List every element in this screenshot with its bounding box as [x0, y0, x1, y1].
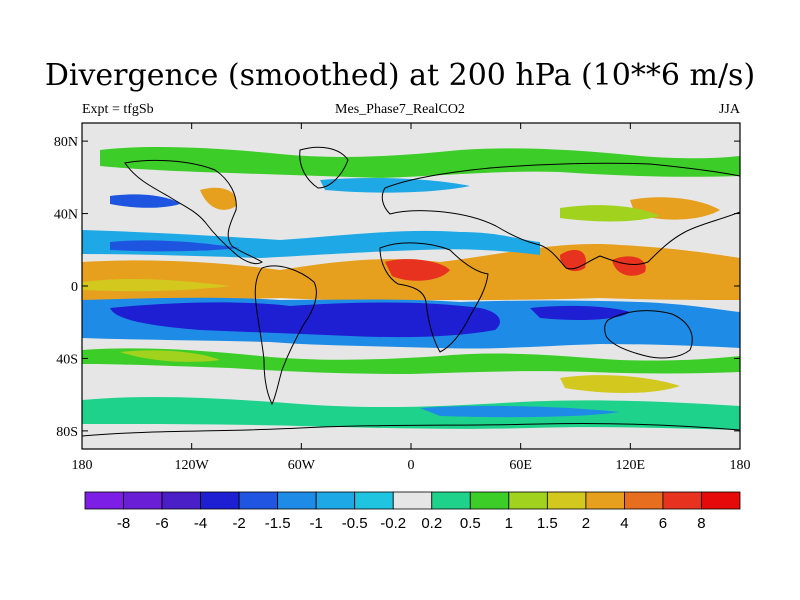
field-nh-cyan-band [82, 230, 540, 258]
colorbar-swatch [662, 491, 702, 510]
colorbar-swatch [624, 491, 664, 510]
colorbar-label: -0.5 [342, 515, 368, 532]
lat-tick-label: 0 [71, 280, 78, 295]
lat-tick-label: 80N [54, 135, 78, 150]
lon-tick-label: 120E [616, 458, 646, 473]
coastline-australia [604, 310, 693, 359]
colorbar-label: 0.2 [421, 515, 442, 532]
coastline-north-america [124, 159, 263, 265]
colorbar-label: -6 [155, 515, 168, 532]
field-sh-deep-blue [110, 302, 500, 338]
field-sh-yellow-spot [120, 350, 220, 362]
colorbar-label: 8 [697, 515, 705, 532]
colorbar-swatch [508, 491, 548, 510]
season-label: JJA [718, 102, 740, 117]
colorbar-swatch [701, 491, 741, 510]
colorbar-label: -1.5 [265, 515, 291, 532]
field-sh-green-band [82, 348, 740, 374]
colorbar-label: -1 [310, 515, 323, 532]
field-antarctic-yellow [560, 375, 680, 393]
colorbar-swatch [354, 491, 394, 510]
colorbar-swatch [84, 491, 124, 510]
colorbar-swatch [392, 491, 433, 510]
field-antarctic-mix [82, 397, 740, 430]
coastlines [82, 146, 740, 437]
run-name-label: Mes_Phase7_RealCO2 [335, 102, 465, 117]
coastline-antarctica [82, 422, 740, 437]
colorbar-swatch [123, 491, 163, 510]
colorbar-swatch [431, 491, 471, 510]
colorbar-label: -0.2 [380, 515, 406, 532]
plot-title: Divergence (smoothed) at 200 hPa (10**6 … [44, 58, 756, 93]
colorbar-label: 6 [659, 515, 667, 532]
lon-tick-label: 60W [288, 458, 316, 473]
field-arctic-green [100, 147, 740, 178]
experiment-label: Expt = tfgSb [82, 102, 154, 117]
colorbar-label: 0.5 [460, 515, 481, 532]
lon-tick-label: 180 [730, 458, 751, 473]
field-nh-blue-west [110, 194, 180, 208]
colorbar-swatch [546, 491, 587, 510]
colorbar-swatch [585, 491, 625, 510]
colorbar-swatch [315, 491, 356, 510]
colorbar-label: 1.5 [537, 515, 558, 532]
colorbar-label: 2 [582, 515, 590, 532]
coastline-africa [379, 242, 489, 353]
colorbar-label: -8 [117, 515, 130, 532]
field-antarctic-blue [420, 405, 620, 418]
field-nh-yellow-east [560, 205, 660, 222]
field-eq-red-africa [385, 259, 450, 281]
colorbar-label: -2 [232, 515, 245, 532]
map-panel [81, 122, 741, 450]
colorbar-swatch [238, 491, 279, 510]
coastline-greenland [299, 146, 349, 189]
lat-tick-label: 40S [56, 352, 78, 367]
field-eq-red-indonesia [612, 256, 646, 276]
longitude-axis: 180 120W 60W 0 60E 120E 180 [72, 123, 751, 473]
lat-tick-label: 80S [56, 425, 78, 440]
latitude-axis: 80N 40N 0 40S 80S [54, 135, 740, 440]
lon-tick-label: 120W [175, 458, 210, 473]
field-eq-yellow-pacific [82, 279, 230, 292]
field-sh-deep-blue-east [530, 305, 630, 320]
coastline-south-america [254, 265, 317, 406]
field-nh-orange-atlantic [200, 187, 237, 210]
colorbar-label: 1 [505, 515, 513, 532]
colorbar-swatch [469, 491, 510, 510]
colorbar-swatch [277, 491, 317, 510]
divergence-field [82, 147, 740, 430]
lat-tick-label: 40N [54, 208, 78, 223]
lon-tick-label: 180 [72, 458, 93, 473]
field-nh-blue-streak [110, 240, 240, 252]
field-arctic-cyan [320, 178, 470, 193]
coastline-eurasia [381, 162, 740, 270]
colorbar: -8 -6 -4 -2 -1.5 -1 -0.5 -0.2 0.2 0.5 1 1.5 2 4 6 8 [84, 491, 741, 532]
lon-tick-label: 60E [509, 458, 532, 473]
lon-tick-label: 0 [408, 458, 415, 473]
colorbar-label: 4 [620, 515, 628, 532]
colorbar-swatch [161, 491, 201, 510]
colorbar-label: -4 [194, 515, 207, 532]
field-eq-red-asia [560, 249, 586, 272]
colorbar-swatch [200, 491, 240, 510]
